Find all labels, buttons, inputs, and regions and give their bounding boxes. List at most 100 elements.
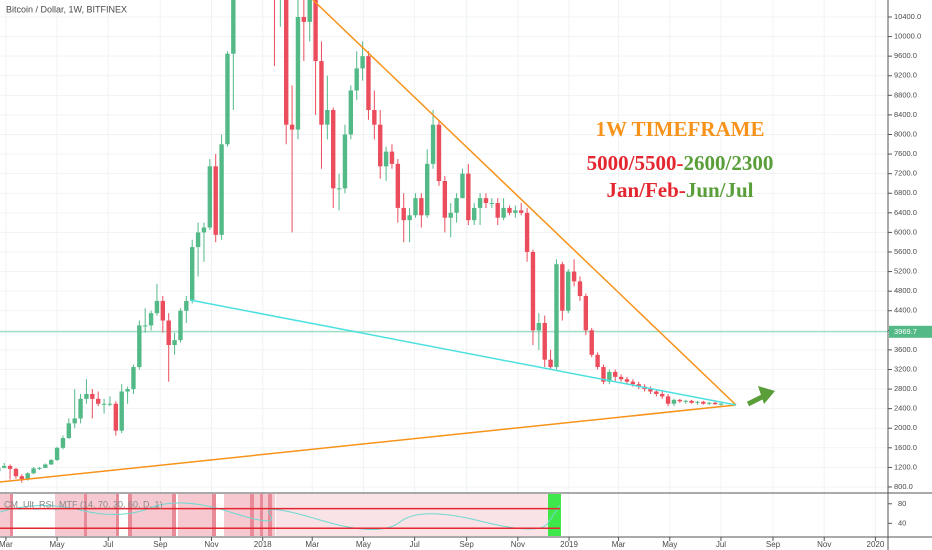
candle-body bbox=[207, 166, 213, 228]
y-tick-label: 3200.0 bbox=[894, 364, 917, 373]
candle-body bbox=[595, 354, 600, 368]
indicator-tick-label: 40 bbox=[898, 518, 906, 527]
candles bbox=[0, 0, 724, 483]
candle-body bbox=[466, 173, 471, 221]
candle-body bbox=[66, 423, 72, 439]
axes: 800.0 1200.0 1600.0 2000.0 2400.0 2800.0 3200.… bbox=[0, 12, 932, 549]
y-tick-label: 7200.0 bbox=[894, 169, 917, 178]
x-tick-label: Mar bbox=[305, 540, 319, 549]
y-tick-label: 9200.0 bbox=[894, 71, 917, 80]
y-tick-label: 8800.0 bbox=[894, 90, 917, 99]
candle-body bbox=[195, 232, 201, 248]
candle-body bbox=[31, 468, 36, 474]
candle-body bbox=[618, 376, 624, 380]
y-tick-label: 2000.0 bbox=[894, 423, 917, 432]
x-tick-label: 2018 bbox=[254, 540, 272, 549]
candle-body bbox=[184, 300, 189, 311]
x-tick-label: Jul bbox=[410, 540, 420, 549]
candle-body bbox=[536, 322, 542, 331]
candle-body bbox=[395, 163, 401, 208]
candle-body bbox=[601, 367, 606, 382]
candle-body bbox=[319, 61, 324, 125]
x-tick-label: Sep bbox=[766, 540, 781, 549]
candle-body bbox=[284, 0, 289, 125]
candle-body bbox=[342, 134, 348, 189]
candle-body bbox=[113, 403, 119, 431]
candle-body bbox=[495, 203, 500, 218]
candle-body bbox=[366, 56, 371, 111]
candle-body bbox=[313, 0, 318, 62]
candle-body bbox=[225, 53, 230, 145]
candle-body bbox=[472, 207, 477, 221]
candle-body bbox=[630, 381, 636, 385]
candle-body bbox=[137, 325, 142, 368]
candle-body bbox=[37, 467, 42, 469]
candle-body bbox=[560, 264, 565, 311]
indicator-tick-label: 80 bbox=[898, 499, 906, 508]
y-tick-label: 800.0 bbox=[894, 482, 913, 491]
plot-area bbox=[0, 0, 775, 483]
candle-body bbox=[712, 402, 718, 405]
candle-body bbox=[425, 163, 430, 216]
candle-body bbox=[636, 384, 641, 387]
candle-body bbox=[542, 322, 547, 360]
candle-body bbox=[718, 403, 724, 405]
candle-body bbox=[231, 0, 236, 54]
candle-body bbox=[160, 300, 166, 321]
indicator-signal bbox=[548, 494, 561, 536]
candle-body bbox=[90, 393, 95, 399]
candle-body bbox=[519, 210, 524, 213]
candle-body bbox=[648, 389, 653, 392]
y-tick-label: 6400.0 bbox=[894, 208, 917, 217]
candle-body bbox=[1, 465, 7, 468]
candle-body bbox=[60, 438, 66, 448]
x-tick-label: May bbox=[662, 540, 677, 549]
annotation-part: Jun/Jul bbox=[686, 178, 754, 202]
indicator-title: CM_Ult_RSI_MTF (14, 70, 30, 60, D, 1) bbox=[4, 499, 163, 509]
candle-body bbox=[19, 476, 25, 480]
y-tick-label: 6000.0 bbox=[894, 227, 917, 236]
candle-body bbox=[624, 379, 630, 382]
candle-body bbox=[571, 271, 577, 282]
x-tick-label: Sep bbox=[153, 540, 168, 549]
candle-body bbox=[131, 367, 136, 390]
candle-body bbox=[78, 398, 83, 419]
candle-body bbox=[172, 340, 177, 346]
candle-body bbox=[96, 398, 101, 404]
y-tick-label: 5200.0 bbox=[894, 267, 917, 276]
candle-body bbox=[360, 56, 365, 69]
candle-body bbox=[148, 313, 154, 326]
candle-body bbox=[178, 310, 183, 341]
x-tick-label: 2019 bbox=[560, 540, 578, 549]
candle-body bbox=[407, 215, 412, 221]
candle-body bbox=[219, 144, 224, 235]
candle-body bbox=[566, 271, 571, 311]
y-tick-label: 8400.0 bbox=[894, 110, 917, 119]
candle-body bbox=[325, 110, 330, 125]
candle-body bbox=[48, 460, 54, 465]
x-tick-label: Mar bbox=[612, 540, 626, 549]
trend-line bbox=[0, 404, 737, 483]
y-tick-label: 6800.0 bbox=[894, 188, 917, 197]
x-tick-label: Mar bbox=[0, 540, 13, 549]
x-tick-label: Sep bbox=[460, 540, 475, 549]
annotation-part: Jan/Feb- bbox=[606, 178, 685, 202]
candle-body bbox=[72, 418, 77, 424]
candle-body bbox=[707, 402, 712, 404]
candle-body bbox=[383, 151, 389, 167]
candle-body bbox=[589, 330, 594, 355]
arrow-head bbox=[758, 386, 775, 404]
y-tick-label: 4400.0 bbox=[894, 306, 917, 315]
y-tick-label: 7600.0 bbox=[894, 149, 917, 158]
candle-body bbox=[354, 68, 359, 91]
candle-body bbox=[301, 16, 307, 22]
candle-body bbox=[419, 198, 424, 216]
candle-body bbox=[483, 198, 489, 204]
candle-body bbox=[190, 247, 195, 301]
last-price-label: 3969.7 bbox=[894, 327, 917, 336]
candle-body bbox=[701, 401, 706, 404]
y-tick-label: 5600.0 bbox=[894, 247, 917, 256]
x-tick-label: May bbox=[356, 540, 371, 549]
